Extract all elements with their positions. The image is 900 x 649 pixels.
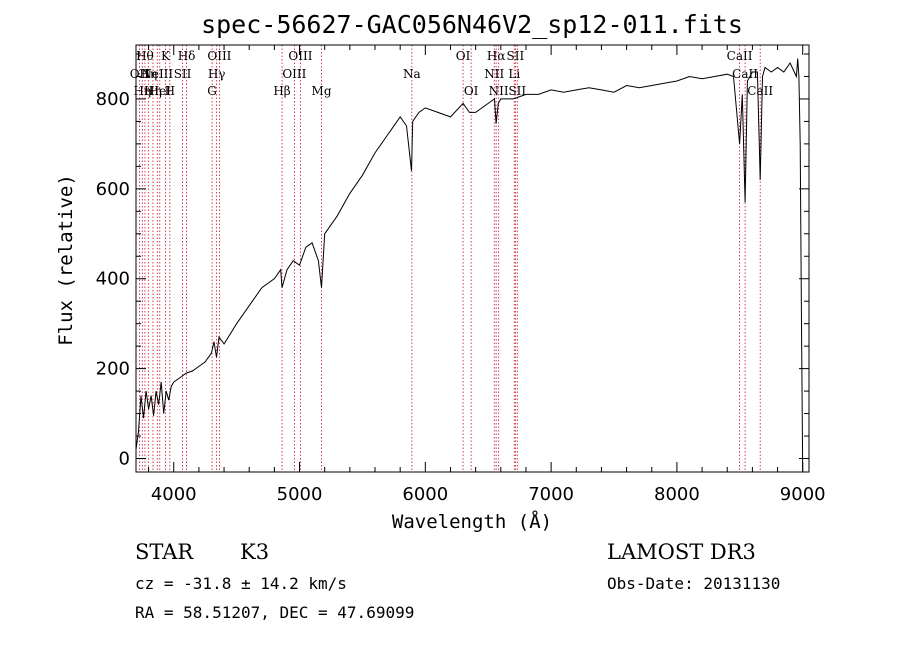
x-tick-label: 4000: [151, 484, 197, 505]
redshift-value: cz = -31.8 ± 14.2 km/s: [135, 574, 347, 593]
x-tick-label: 5000: [277, 484, 323, 505]
x-axis-ticks: 4000 5000 6000 7000 8000 9000: [148, 45, 826, 505]
line-marker-label: Hδ: [178, 49, 196, 63]
line-marker-label: H: [165, 84, 175, 98]
survey-name: LAMOST DR3: [607, 540, 756, 564]
line-marker-label: Hθ: [136, 49, 154, 63]
y-tick-label: 800: [96, 89, 130, 110]
line-marker-label: SII: [508, 84, 526, 98]
spectrum-line: [135, 58, 804, 473]
line-marker-label: NII: [489, 84, 509, 98]
x-tick-label: 8000: [654, 484, 700, 505]
y-tick-label: 400: [96, 269, 130, 290]
line-marker-label: HeI: [149, 84, 172, 98]
y-axis-ticks: 0 200 400 600 800: [96, 53, 809, 470]
line-marker-label: OI: [456, 49, 471, 63]
line-marker-label: OII: [130, 67, 150, 81]
object-class: STAR: [135, 540, 194, 564]
line-marker-label: Hη: [139, 67, 157, 81]
spectrum-plot: spec-56627-GAC056N46V2_sp12-011.fits OII…: [55, 10, 826, 533]
line-marker-label: Mg: [312, 84, 332, 98]
object-subclass: K3: [240, 540, 270, 564]
line-marker-label: Hγ: [208, 67, 226, 81]
observation-date: Obs-Date: 20131130: [607, 574, 781, 593]
y-tick-label: 0: [119, 449, 130, 470]
line-marker-label: Li: [508, 67, 520, 81]
line-marker-label: Hβ: [273, 84, 290, 98]
line-marker-label: CaII: [732, 67, 758, 81]
line-marker-labels: OIIHηHθHηHηNeIIIHeIKHSIIHδGHγOIIIHβOIIIO…: [130, 49, 774, 98]
x-tick-label: 9000: [780, 484, 826, 505]
coordinates: RA = 58.51207, DEC = 47.69099: [135, 603, 415, 622]
line-marker-label: OIII: [282, 67, 306, 81]
y-tick-label: 200: [96, 359, 130, 380]
x-tick-label: 7000: [528, 484, 574, 505]
line-marker-label: Hα: [487, 49, 506, 63]
line-marker-label: Hη: [133, 84, 151, 98]
line-marker-label: OIII: [288, 49, 312, 63]
chart-title: spec-56627-GAC056N46V2_sp12-011.fits: [201, 10, 743, 39]
line-marker-label: G: [207, 84, 217, 98]
plot-frame: [135, 44, 810, 473]
line-marker-label: Na: [403, 67, 421, 81]
line-marker-label: NII: [484, 67, 504, 81]
line-markers: [138, 45, 761, 472]
line-marker-label: SII: [507, 49, 525, 63]
line-marker-label: SII: [174, 67, 192, 81]
y-tick-label: 600: [96, 179, 130, 200]
line-marker-label: NeIII: [141, 67, 173, 81]
line-marker-label: OI: [464, 84, 479, 98]
line-marker-label: OIII: [207, 49, 231, 63]
y-axis-label: Flux (relative): [55, 174, 77, 346]
line-marker-label: CaII: [727, 49, 753, 63]
x-axis-label: Wavelength (Å): [392, 510, 552, 533]
line-marker-label: K: [161, 49, 171, 63]
line-marker-label: Hη: [144, 84, 162, 98]
x-tick-label: 6000: [402, 484, 448, 505]
line-marker-label: CaII: [747, 84, 773, 98]
